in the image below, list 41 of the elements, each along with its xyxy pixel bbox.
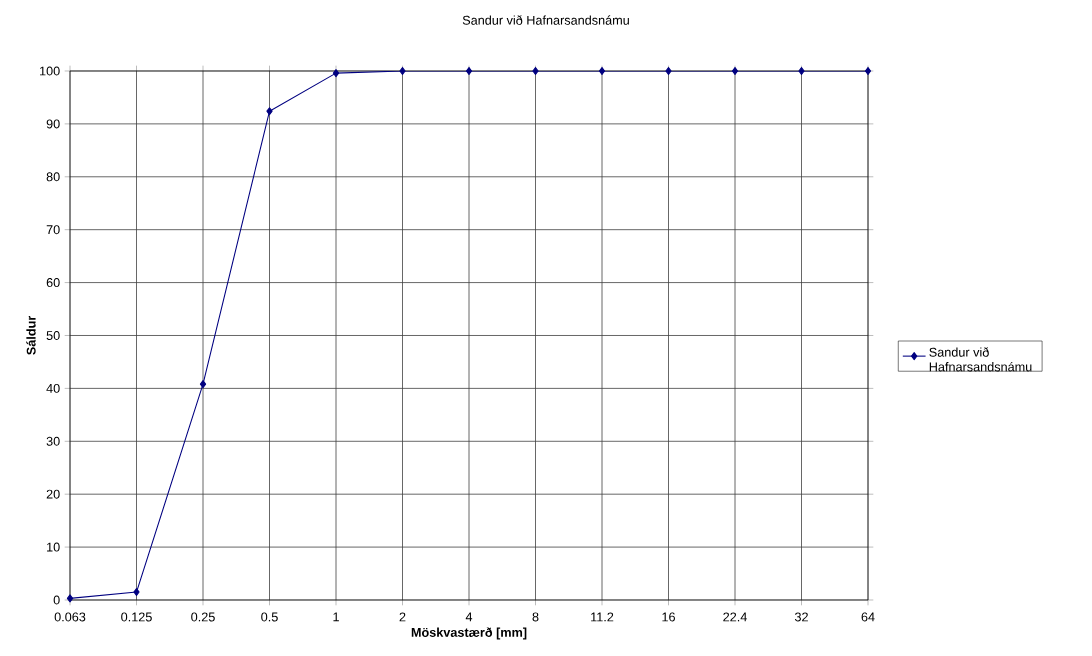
x-tick-label: 0.25 bbox=[191, 612, 215, 622]
x-tick-label: 64 bbox=[861, 612, 875, 622]
x-tick-label: 2 bbox=[399, 612, 406, 622]
point bbox=[598, 66, 606, 75]
point bbox=[399, 66, 406, 75]
x-tick-label: 1 bbox=[333, 612, 339, 622]
point bbox=[133, 588, 140, 597]
x-axis-title: Möskvastærð [mm] bbox=[411, 627, 527, 640]
point bbox=[665, 66, 672, 75]
point bbox=[798, 66, 805, 75]
y-tick-label: 80 bbox=[46, 172, 60, 182]
y-tick-label: 30 bbox=[46, 436, 60, 446]
point bbox=[465, 66, 473, 75]
x-tick-label: 16 bbox=[662, 612, 675, 622]
point bbox=[266, 107, 273, 116]
x-tick-label: 22.4 bbox=[723, 612, 747, 622]
point bbox=[66, 594, 74, 603]
point bbox=[864, 66, 872, 75]
x-tick-label: 0.5 bbox=[261, 612, 278, 622]
y-tick-label: 90 bbox=[46, 119, 60, 129]
x-tick-label: 8 bbox=[532, 612, 539, 622]
y-tick-label: 70 bbox=[46, 225, 60, 235]
legend-label: Sandur við Hafnarsandsnámu bbox=[929, 347, 1032, 372]
y-tick-label: 50 bbox=[46, 331, 60, 340]
y-axis-title: Sáldur bbox=[26, 315, 36, 355]
point bbox=[332, 69, 340, 78]
y-tick-label: 0 bbox=[53, 595, 60, 605]
x-tick-label: 11.2 bbox=[591, 612, 614, 622]
y-tick-label: 40 bbox=[46, 383, 60, 393]
y-tick-label: 20 bbox=[46, 489, 60, 499]
x-tick-label: 0.125 bbox=[121, 612, 152, 622]
x-tick-label: 4 bbox=[465, 612, 473, 622]
x-tick-label: 32 bbox=[794, 612, 808, 622]
point bbox=[199, 380, 207, 389]
y-tick-label: 100 bbox=[40, 66, 60, 76]
point bbox=[532, 66, 539, 75]
x-tick-label: 0.063 bbox=[54, 612, 86, 622]
y-tick-label: 10 bbox=[47, 542, 60, 552]
chart-title: Sandur við Hafnarsandsnámu bbox=[462, 15, 629, 25]
y-tick-label: 60 bbox=[46, 278, 60, 288]
point bbox=[731, 66, 739, 75]
